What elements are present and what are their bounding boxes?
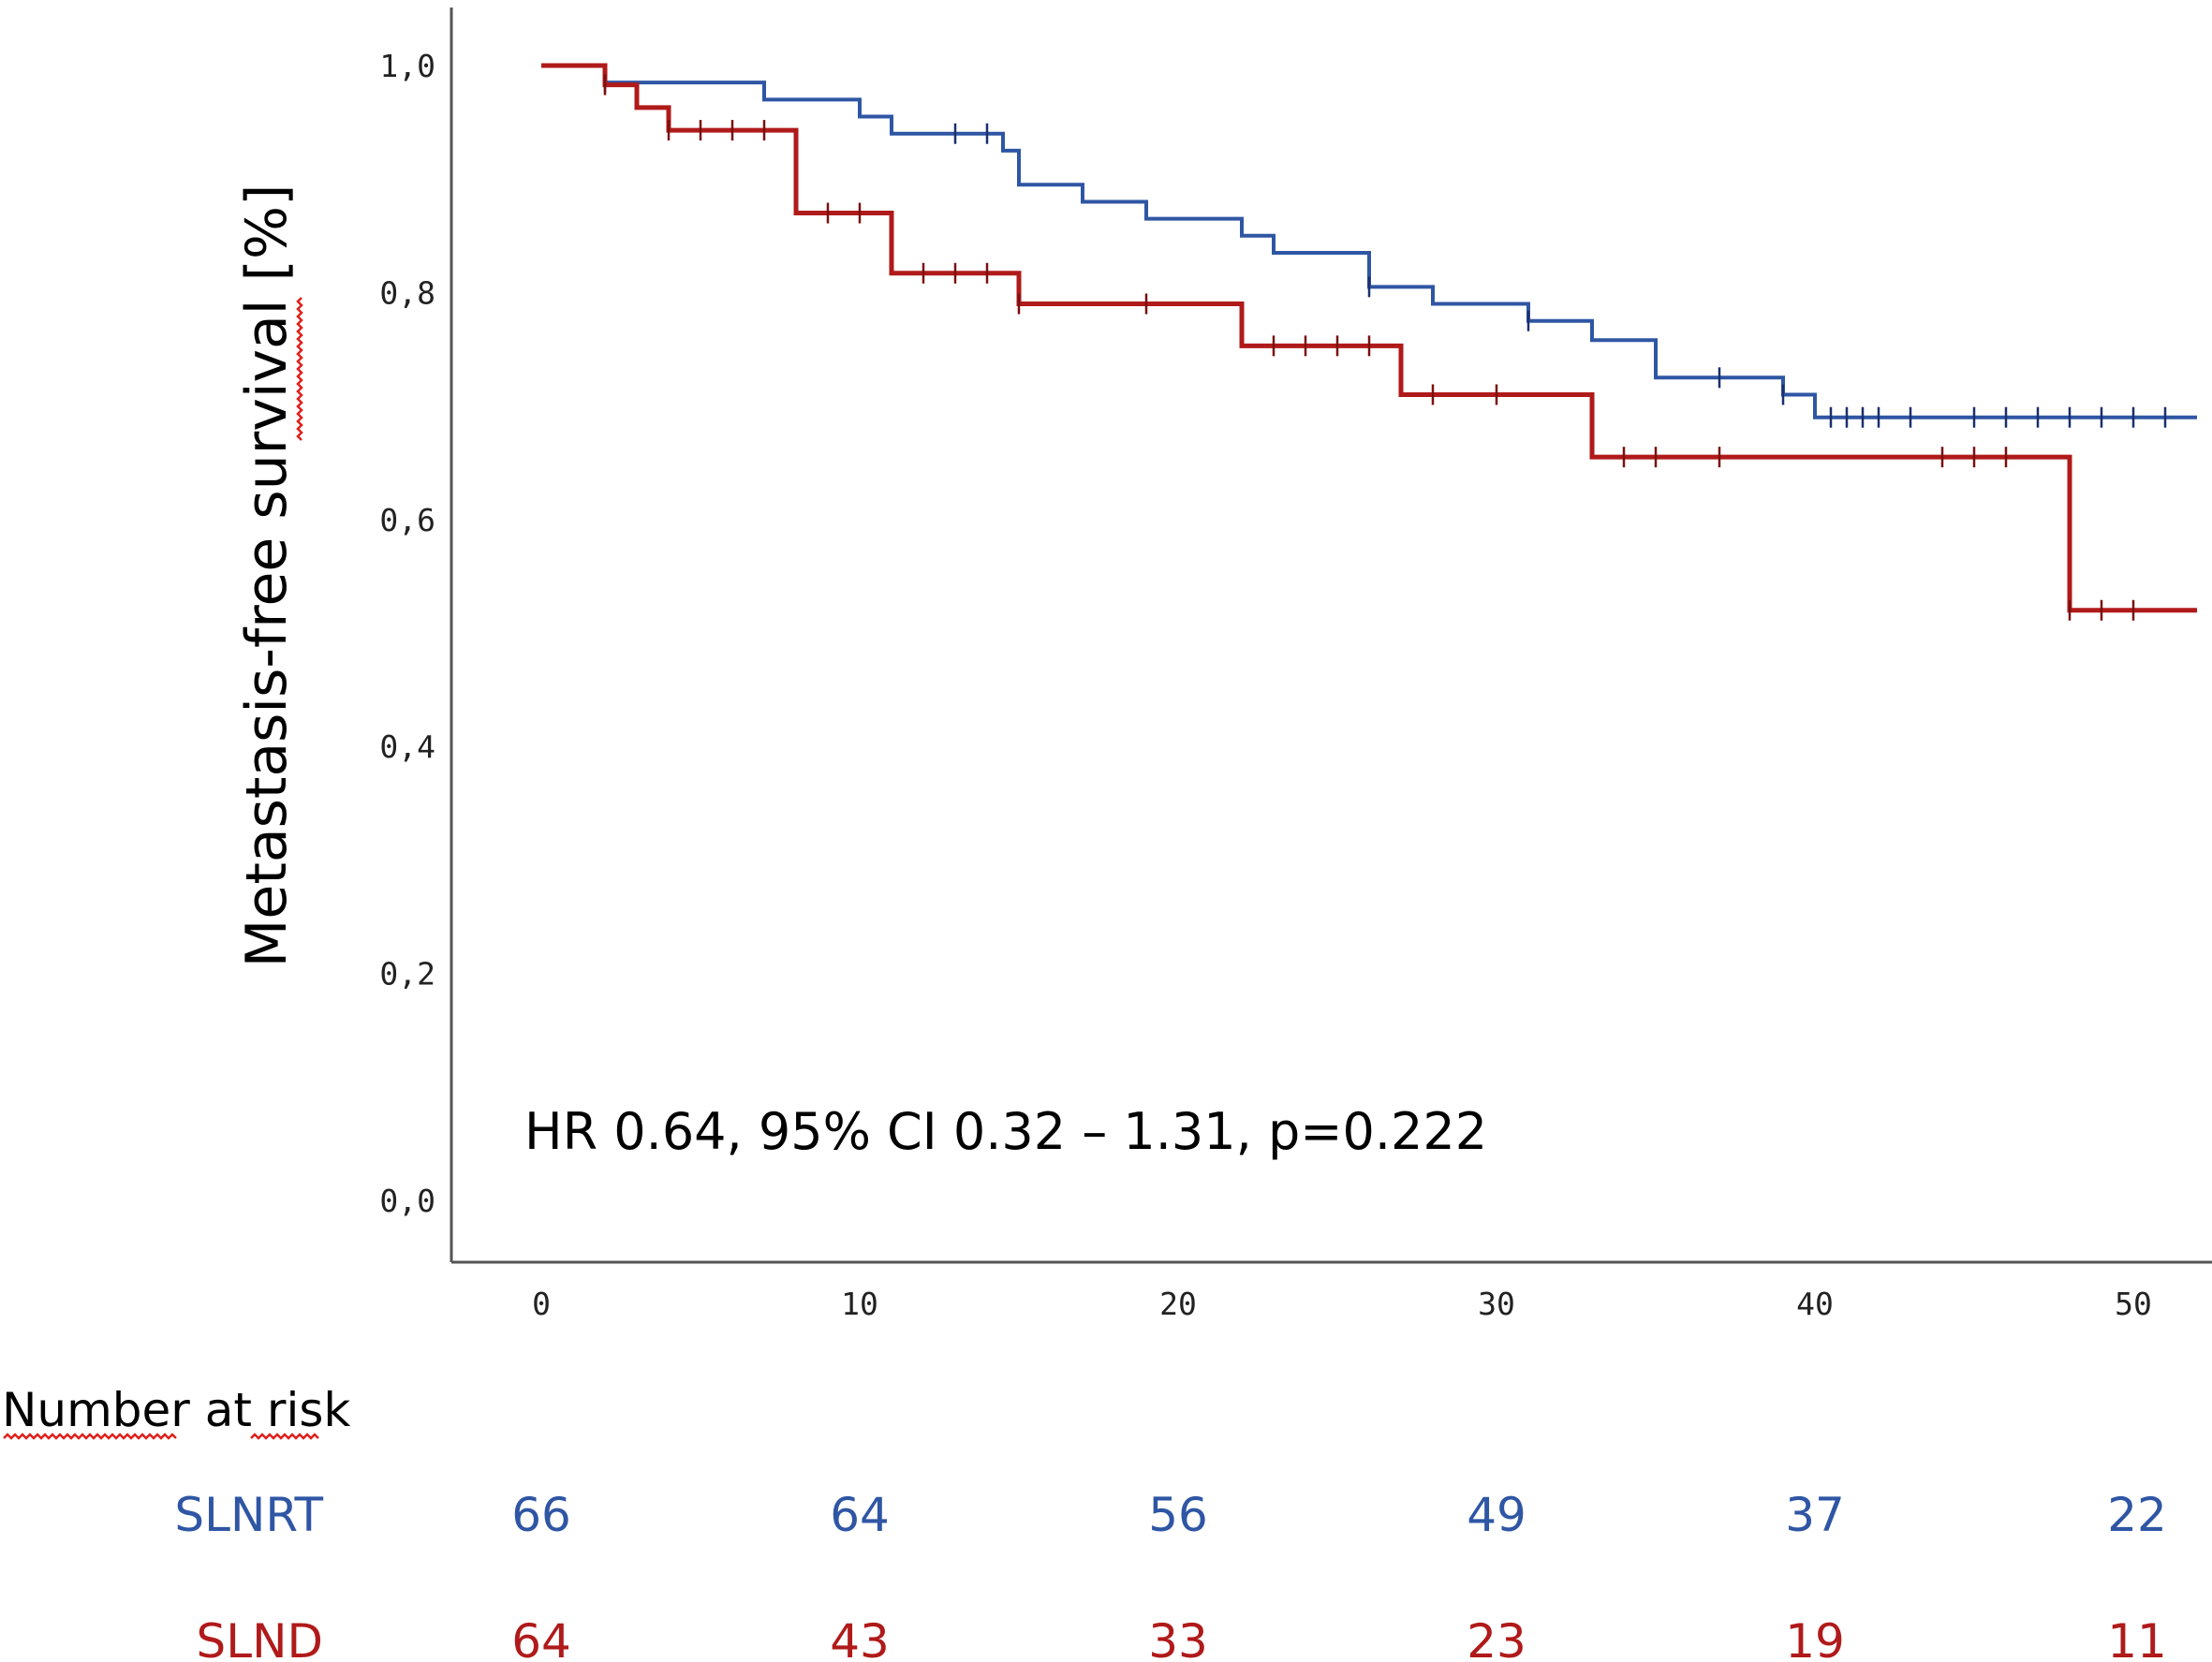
risk-title-squiggle-number xyxy=(3,1433,177,1440)
risk-count: 37 xyxy=(1785,1488,1845,1542)
x-ticks: 0 10 20 30 40 50 xyxy=(532,1286,2152,1322)
x-tick-label: 20 xyxy=(1159,1286,1197,1322)
risk-count: 64 xyxy=(511,1614,571,1662)
risk-count: 33 xyxy=(1148,1614,1208,1662)
risk-count: 56 xyxy=(1148,1488,1208,1542)
y-tick-label: 0,8 xyxy=(379,274,435,311)
ylabel-squiggle xyxy=(296,297,303,441)
risk-count: 11 xyxy=(2107,1614,2167,1662)
series-slnd xyxy=(541,63,2197,621)
y-tick-label: 0,6 xyxy=(379,502,435,538)
survival-curves xyxy=(541,63,2197,621)
risk-table-title: Number at risk xyxy=(2,1383,350,1437)
y-tick-label: 0,0 xyxy=(379,1183,435,1219)
risk-count: 66 xyxy=(511,1488,571,1542)
x-tick-label: 0 xyxy=(532,1286,551,1322)
survival-line-slnrt xyxy=(541,64,2197,419)
x-tick-label: 40 xyxy=(1796,1286,1834,1322)
y-ticks: 0,0 0,2 0,4 0,6 0,8 1,0 xyxy=(379,48,435,1219)
series-slnrt xyxy=(541,64,2197,428)
risk-count: 22 xyxy=(2107,1488,2167,1542)
risk-count: 19 xyxy=(1785,1614,1845,1662)
risk-count: 43 xyxy=(830,1614,890,1662)
risk-table: SLNRT 66 64 56 49 37 22 SLND 64 43 33 23 19 11 xyxy=(174,1488,2166,1662)
y-axis-title: Metastasis-free survival [%] xyxy=(234,184,300,968)
risk-count: 49 xyxy=(1467,1488,1526,1542)
risk-count: 23 xyxy=(1467,1614,1526,1662)
hazard-ratio-annotation: HR 0.64, 95% CI 0.32 – 1.31, p=0.222 xyxy=(524,1102,1487,1161)
x-tick-label: 50 xyxy=(2115,1286,2152,1322)
y-tick-label: 1,0 xyxy=(379,48,435,84)
risk-row-label: SLNRT xyxy=(174,1488,323,1542)
risk-row-label: SLND xyxy=(197,1614,324,1662)
x-tick-label: 10 xyxy=(841,1286,878,1322)
risk-title-squiggle-risk xyxy=(250,1433,319,1440)
risk-count: 64 xyxy=(830,1488,890,1542)
x-tick-label: 30 xyxy=(1478,1286,1515,1322)
y-tick-label: 0,4 xyxy=(379,728,435,765)
y-tick-label: 0,2 xyxy=(379,956,435,993)
